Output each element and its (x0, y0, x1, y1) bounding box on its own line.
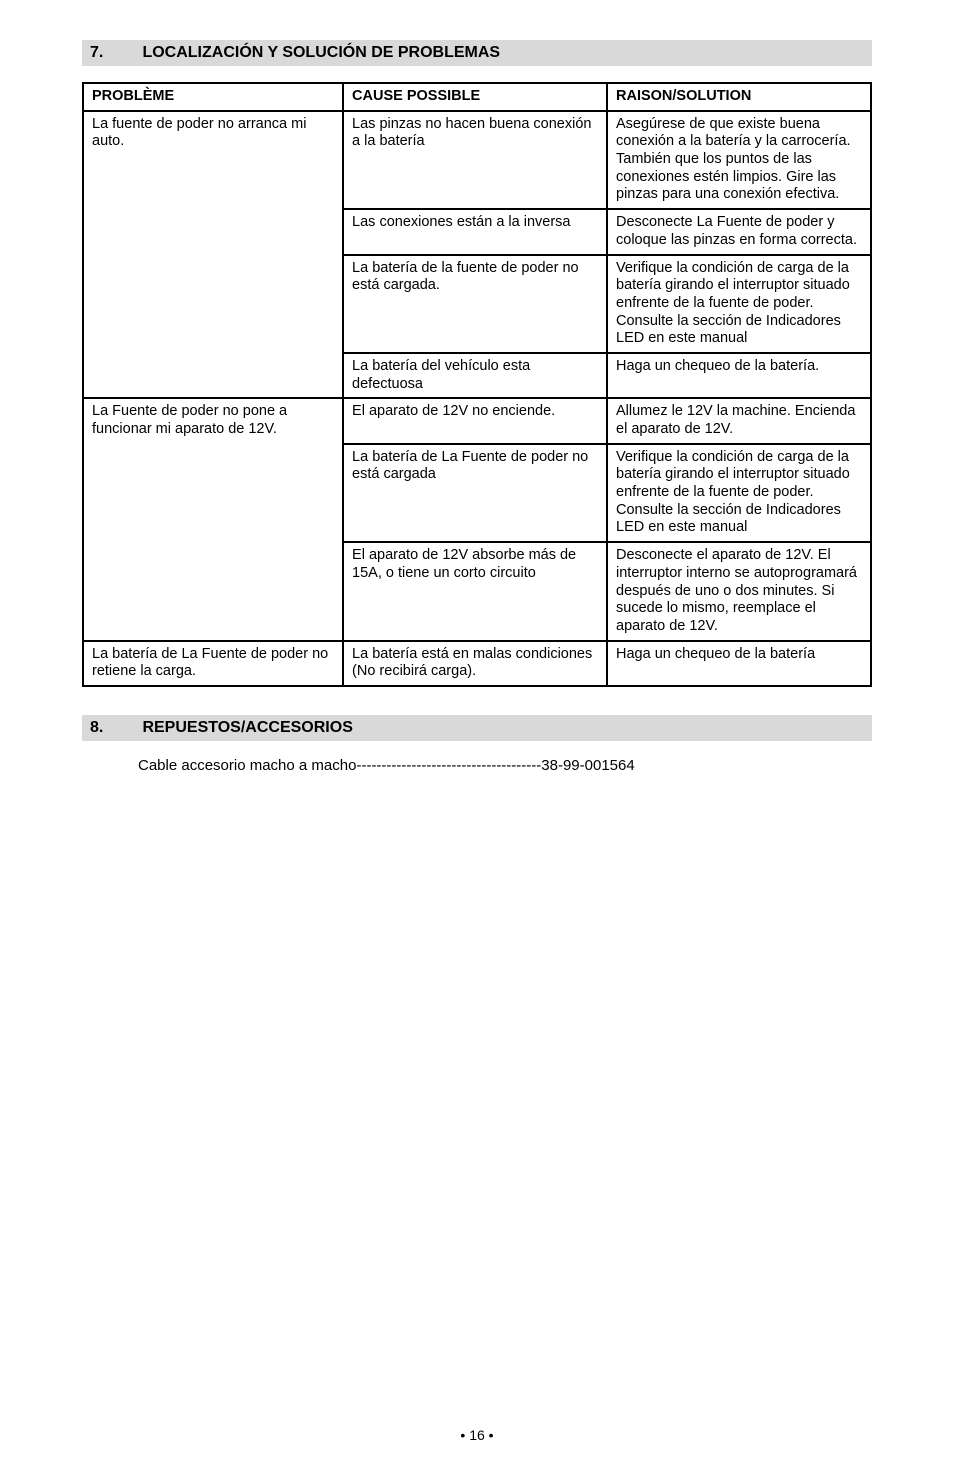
cause-cell: La batería de la fuente de poder no está… (343, 255, 607, 353)
problem-cell: La batería de La Fuente de poder no reti… (83, 641, 343, 686)
table-row: La batería de La Fuente de poder no reti… (83, 641, 871, 686)
solution-cell: Verifique la condición de carga de la ba… (607, 255, 871, 353)
cause-cell: Las conexiones están a la inversa (343, 209, 607, 254)
section-8-number: 8. (90, 719, 138, 737)
solution-cell: Asegúrese de que existe buena conexión a… (607, 111, 871, 209)
header-solution: RAISON/SOLUTION (607, 83, 871, 111)
solution-cell: Haga un chequeo de la batería (607, 641, 871, 686)
solution-cell: Desconecte La Fuente de poder y coloque … (607, 209, 871, 254)
accessory-dashes: ------------------------------------- (356, 757, 541, 774)
section-7-title: LOCALIZACIÓN Y SOLUCIÓN DE PROBLEMAS (142, 44, 500, 62)
troubleshoot-table: PROBLÈME CAUSE POSSIBLE RAISON/SOLUTION … (82, 82, 872, 687)
cause-cell: El aparato de 12V no enciende. (343, 398, 607, 443)
page-container: 7. LOCALIZACIÓN Y SOLUCIÓN DE PROBLEMAS … (0, 0, 954, 1475)
section-8: 8. REPUESTOS/ACCESORIOS Cable accesorio … (82, 715, 872, 774)
table-row: La Fuente de poder no pone a funcionar m… (83, 398, 871, 443)
section-7-number: 7. (90, 44, 138, 62)
section-8-header: 8. REPUESTOS/ACCESORIOS (82, 715, 872, 741)
table-header-row: PROBLÈME CAUSE POSSIBLE RAISON/SOLUTION (83, 83, 871, 111)
solution-cell: Desconecte el aparato de 12V. El interru… (607, 542, 871, 640)
cause-cell: El aparato de 12V absorbe más de 15A, o … (343, 542, 607, 640)
solution-cell: Allumez le 12V la machine. Encienda el a… (607, 398, 871, 443)
accessory-label: Cable accesorio macho a macho (138, 757, 356, 774)
cause-cell: La batería del vehículo esta defectuosa (343, 353, 607, 398)
section-7-header: 7. LOCALIZACIÓN Y SOLUCIÓN DE PROBLEMAS (82, 40, 872, 66)
cause-cell: La batería está en malas condiciones (No… (343, 641, 607, 686)
accessory-value: 38-99-001564 (541, 757, 634, 774)
accessory-line: Cable accesorio macho a macho-----------… (82, 757, 872, 774)
problem-cell: La Fuente de poder no pone a funcionar m… (83, 398, 343, 640)
cause-cell: La batería de La Fuente de poder no está… (343, 444, 607, 542)
header-problem: PROBLÈME (83, 83, 343, 111)
solution-cell: Haga un chequeo de la batería. (607, 353, 871, 398)
problem-cell: La fuente de poder no arranca mi auto. (83, 111, 343, 399)
page-number: • 16 • (0, 1427, 954, 1443)
solution-cell: Verifique la condición de carga de la ba… (607, 444, 871, 542)
section-8-title: REPUESTOS/ACCESORIOS (142, 719, 352, 737)
table-row: La fuente de poder no arranca mi auto. L… (83, 111, 871, 209)
cause-cell: Las pinzas no hacen buena conexión a la … (343, 111, 607, 209)
header-cause: CAUSE POSSIBLE (343, 83, 607, 111)
